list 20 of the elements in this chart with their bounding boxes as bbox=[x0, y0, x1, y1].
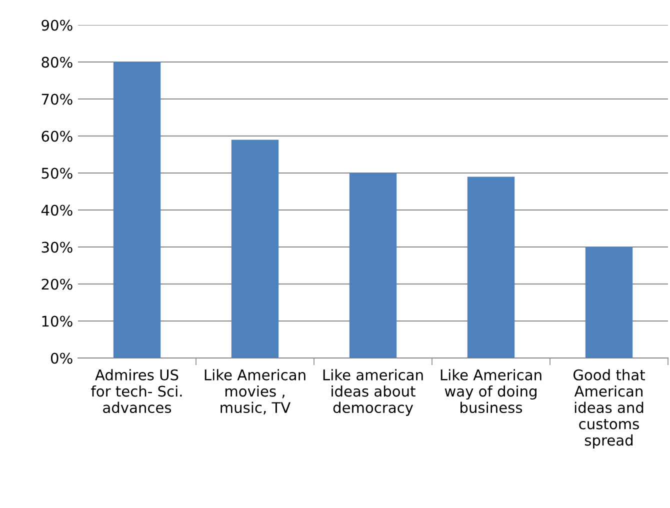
x-tick-label: Like American way of doing business bbox=[440, 369, 542, 414]
y-tick-label: 60% bbox=[42, 130, 72, 142]
y-tick-label: 70% bbox=[42, 94, 72, 105]
y-tick-label: 90% bbox=[42, 20, 72, 31]
bar bbox=[467, 176, 515, 358]
y-tick-label: 80% bbox=[42, 56, 72, 68]
y-tick-label: 50% bbox=[42, 168, 72, 179]
x-tick-label: Good that American ideas and customs spread bbox=[573, 369, 645, 449]
bar bbox=[231, 140, 279, 358]
x-tick-label: Like american ideas about democracy bbox=[323, 369, 423, 416]
bar bbox=[113, 62, 161, 358]
y-tick-label: 10% bbox=[42, 316, 72, 327]
y-tick-label: 30% bbox=[42, 242, 72, 253]
bar bbox=[585, 247, 633, 358]
bar bbox=[349, 173, 397, 358]
x-tick-label: Like American movies , music, TV bbox=[204, 369, 306, 415]
y-tick-label: 40% bbox=[41, 204, 72, 216]
y-tick-label: 20% bbox=[42, 278, 72, 290]
x-tick-label: Admires US for tech- Sci. advances bbox=[91, 369, 182, 414]
y-tick-label: 0% bbox=[50, 352, 72, 364]
